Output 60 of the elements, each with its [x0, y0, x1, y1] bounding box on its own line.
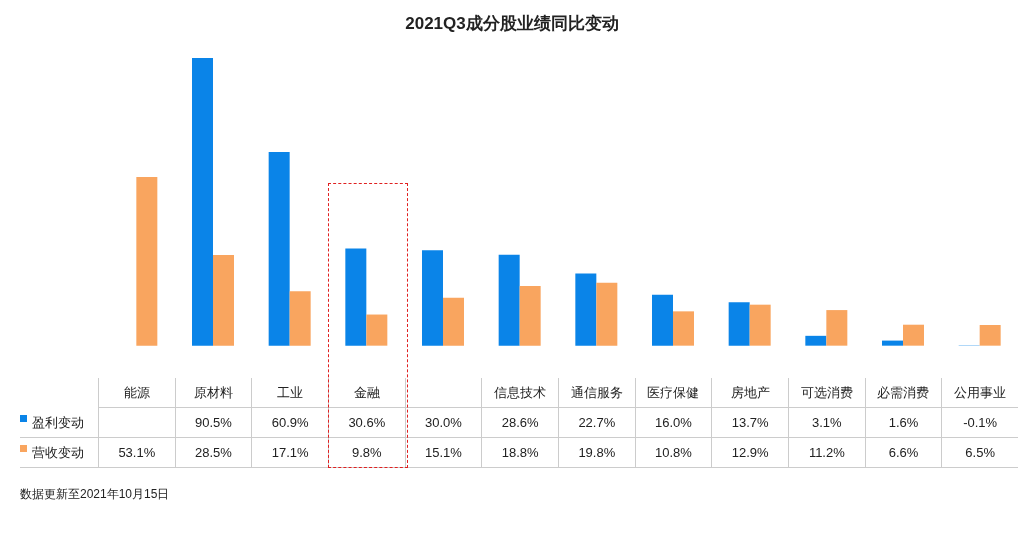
data-label: 30.6%: [328, 408, 405, 438]
x-tick-label: 工业: [251, 378, 328, 408]
bar: [979, 325, 1001, 346]
bar: [575, 273, 597, 346]
bar: [882, 340, 903, 346]
data-label: 6.5%: [941, 438, 1018, 468]
data-label: 10.8%: [634, 438, 712, 468]
data-label: -0.1%: [941, 408, 1018, 438]
bar: [192, 58, 213, 346]
x-tick-label: 可选消费: [788, 378, 865, 408]
bar: [213, 255, 234, 346]
bar: [673, 311, 694, 346]
x-tick-label: 通信服务: [558, 378, 635, 408]
bar: [749, 304, 771, 346]
x-tick-label: 原材料: [174, 378, 252, 408]
bar: [422, 250, 443, 346]
bar: [366, 314, 388, 346]
data-label: 53.1%: [98, 438, 175, 468]
data-label: 22.7%: [558, 408, 635, 438]
bar: [498, 254, 520, 346]
data-label: 1.6%: [864, 408, 942, 438]
data-label: 28.6%: [481, 408, 558, 438]
x-tick-label: 信息技术: [481, 378, 558, 408]
data-label: 15.1%: [404, 438, 482, 468]
data-label: 18.8%: [481, 438, 558, 468]
data-label: 3.1%: [788, 408, 865, 438]
text: 数据更新至2021年10月15日: [20, 486, 170, 503]
data-label: 11.2%: [788, 438, 865, 468]
data-label: 9.8%: [328, 438, 405, 468]
bar: [268, 152, 290, 346]
bar: [596, 282, 618, 346]
x-tick-label: 公用事业: [941, 378, 1018, 408]
data-label: 16.0%: [634, 408, 712, 438]
x-tick-label: 能源: [98, 378, 175, 408]
data-label: 6.6%: [864, 438, 942, 468]
bar: [519, 285, 541, 346]
data-label: 19.8%: [558, 438, 635, 468]
legend-label: 营收变动: [20, 438, 98, 468]
chart-title: 2021Q3成分股业绩同比变动: [405, 14, 619, 33]
data-label: 90.5%: [174, 408, 252, 438]
bar: [652, 294, 673, 346]
bar: [805, 335, 827, 346]
data-label: 28.5%: [174, 438, 252, 468]
bar: [136, 176, 158, 346]
data-label: 30.0%: [404, 408, 482, 438]
bar: [903, 324, 924, 346]
bar: [728, 302, 750, 346]
bar: [345, 248, 367, 346]
x-tick-label: 房地产: [711, 378, 788, 408]
data-label: 13.7%: [711, 408, 788, 438]
bar: [443, 297, 464, 346]
bar: [289, 291, 311, 346]
data-label: 60.9%: [251, 408, 328, 438]
x-tick-label: 金融: [328, 378, 405, 408]
legend-label: 盈利变动: [20, 408, 98, 438]
x-tick-label: 医疗保健: [634, 378, 712, 408]
bar: [826, 310, 848, 346]
x-tick-label: 必需消费: [864, 378, 942, 408]
data-label: 12.9%: [711, 438, 788, 468]
data-label: 17.1%: [251, 438, 328, 468]
